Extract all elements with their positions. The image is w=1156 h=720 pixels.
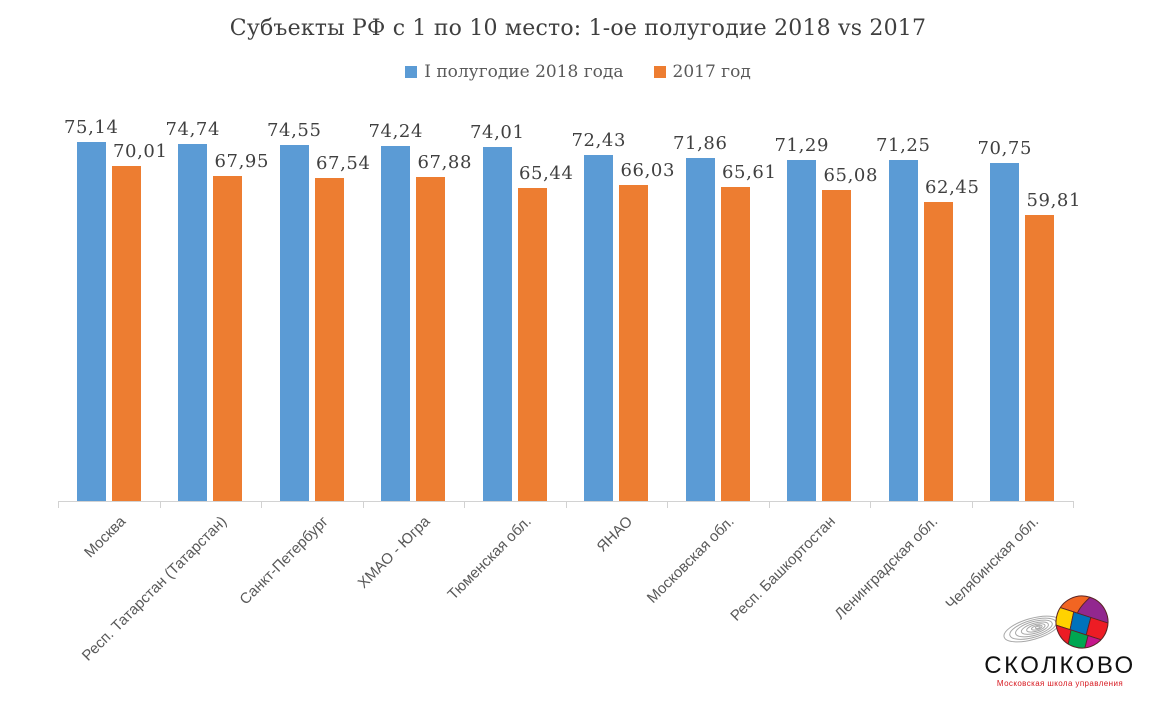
bar (381, 146, 411, 501)
legend-marker-2018-icon (405, 66, 418, 78)
axis-tick (768, 501, 770, 508)
value-label: 74,24 (368, 121, 424, 142)
bar (213, 176, 243, 501)
value-label: 62,45 (924, 177, 980, 198)
logo-swirl-icon (1003, 615, 1061, 643)
chart-legend: I полугодие 2018 года 2017 год (0, 62, 1156, 82)
axis-tick (565, 501, 567, 508)
axis-tick (667, 501, 668, 508)
logo-subtitle: Московская школа управления (996, 679, 1124, 689)
bar (111, 166, 141, 501)
category-label: Санкт-Петербург (236, 513, 332, 609)
bar (990, 163, 1020, 501)
value-label: 65,08 (823, 165, 879, 186)
category-label: Респ. Башкортостан (727, 513, 840, 625)
axis-tick (1073, 501, 1074, 508)
value-label: 67,88 (417, 152, 473, 173)
value-label: 71,25 (875, 135, 931, 156)
value-label: 67,95 (214, 151, 270, 172)
bar (619, 185, 649, 501)
legend-label-2017: 2017 год (672, 62, 751, 82)
axis-tick (870, 501, 871, 508)
category-label: Ленинградская обл. (830, 513, 941, 623)
bar (482, 147, 512, 501)
axis-tick (261, 501, 262, 508)
value-label: 66,03 (620, 160, 676, 181)
value-label: 75,14 (63, 117, 119, 138)
value-label: 70,75 (977, 138, 1033, 159)
value-label: 74,74 (165, 119, 221, 140)
axis-tick (159, 501, 161, 508)
skolkovo-logo: СКОЛКОВО Московская школа управления (960, 593, 1156, 688)
bar (178, 144, 208, 501)
value-label: 74,01 (469, 122, 525, 143)
legend-item-2017: 2017 год (653, 62, 751, 82)
value-label: 67,54 (315, 153, 371, 174)
bar (787, 160, 817, 501)
bar (517, 188, 547, 501)
legend-marker-2017-icon (653, 66, 666, 78)
bar (416, 177, 446, 501)
bar (1025, 215, 1055, 501)
category-label: ХМАО - Югра (354, 513, 434, 592)
logo-name: СКОЛКОВО (984, 652, 1136, 679)
value-label: 72,43 (571, 130, 627, 151)
bar (279, 145, 309, 501)
axis-tick (58, 501, 59, 508)
bar (923, 202, 953, 501)
axis-tick (362, 501, 364, 508)
bar (888, 160, 918, 501)
value-label: 74,55 (266, 120, 322, 141)
category-label: Тюменская обл. (444, 513, 535, 604)
bar (720, 187, 750, 501)
value-label: 71,29 (774, 135, 830, 156)
axis-tick (971, 501, 973, 508)
bar (584, 155, 614, 501)
skolkovo-globe-icon (1003, 593, 1115, 653)
category-label: Московская обл. (644, 513, 738, 607)
value-label: 65,44 (518, 163, 574, 184)
value-label: 59,81 (1026, 190, 1082, 211)
category-label: Москва (80, 513, 129, 562)
bar (76, 142, 106, 501)
chart-title: Субъекты РФ с 1 по 10 место: 1-ое полуго… (229, 16, 927, 41)
legend-label-2018: I полугодие 2018 года (424, 62, 624, 82)
bar (822, 190, 852, 501)
bar (685, 158, 715, 501)
value-label: 70,01 (112, 141, 168, 162)
value-label: 65,61 (721, 162, 777, 183)
legend-item-2018: I полугодие 2018 года (405, 62, 624, 82)
bar (314, 178, 344, 501)
axis-tick (464, 501, 465, 508)
value-label: 71,86 (672, 133, 728, 154)
category-label: ЯНАО (593, 513, 637, 556)
